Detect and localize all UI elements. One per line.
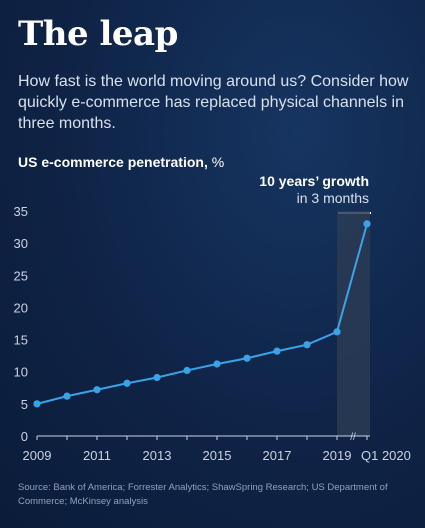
data-point	[183, 366, 191, 375]
x-tick-label: 2019	[323, 448, 352, 463]
data-point	[333, 328, 341, 336]
growth-callout: 10 years’ growth in 3 months	[259, 173, 369, 207]
y-tick-label: 20	[14, 300, 28, 315]
chart-title-label: US e-commerce penetration,	[18, 154, 208, 170]
data-point	[33, 400, 41, 408]
page-title: The leap	[18, 14, 178, 54]
x-tick-label: 2011	[83, 448, 111, 463]
data-point	[153, 373, 161, 382]
chart-title-unit: %	[207, 154, 225, 170]
callout-line-2: in 3 months	[296, 190, 369, 206]
data-point	[63, 392, 71, 400]
source-note: Source: Bank of America; Forrester Analy…	[18, 482, 388, 507]
y-tick-label: 25	[14, 268, 28, 283]
chart-title: US e-commerce penetration, %	[18, 154, 224, 170]
data-point	[273, 347, 281, 355]
data-point	[303, 341, 311, 349]
data-point	[123, 379, 131, 387]
highlight-band	[337, 211, 370, 436]
y-tick-label: 15	[14, 333, 28, 348]
page-subtitle: How fast is the world moving around us? …	[18, 73, 409, 132]
callout-line-1: 10 years’ growth	[259, 173, 369, 189]
x-tick-label: 2017	[263, 448, 292, 463]
data-point	[213, 360, 221, 368]
data-point	[363, 220, 371, 228]
x-tick-label: 2009	[23, 448, 52, 463]
series-line	[36, 223, 368, 405]
data-point	[243, 354, 251, 362]
y-tick-label: 30	[14, 236, 28, 251]
y-tick-label: 5	[21, 397, 28, 412]
y-tick-label: 35	[14, 204, 28, 219]
x-tick-label: 2013	[143, 448, 172, 463]
x-tick-label: 2015	[203, 448, 232, 463]
y-tick-label: 10	[14, 365, 28, 380]
y-tick-label: 0	[21, 429, 28, 444]
axis-break-symbol: //	[350, 432, 356, 443]
x-tick-label: Q1 2020	[361, 448, 411, 463]
data-point	[93, 386, 101, 394]
